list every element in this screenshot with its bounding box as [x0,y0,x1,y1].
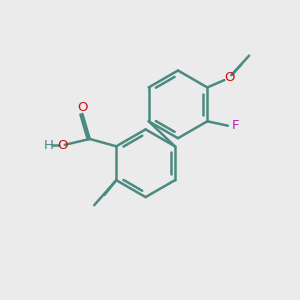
Text: H: H [44,139,53,152]
Text: O: O [224,70,235,84]
Text: F: F [232,119,239,132]
Text: O: O [57,139,68,152]
Text: O: O [77,101,88,114]
